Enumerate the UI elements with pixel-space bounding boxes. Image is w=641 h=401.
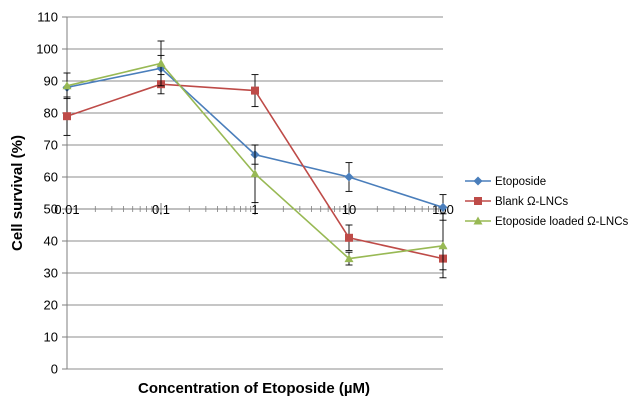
data-point xyxy=(156,58,166,67)
data-point xyxy=(344,172,354,182)
legend-label: Blank Ω-LNCs xyxy=(495,196,568,208)
y-tick-label: 50 xyxy=(44,202,58,217)
y-tick-label: 20 xyxy=(44,298,58,313)
data-point xyxy=(438,202,448,212)
y-axis-title: Cell survival (%) xyxy=(9,135,26,251)
legend-marker xyxy=(474,197,482,205)
x-tick-label: 10 xyxy=(342,202,356,217)
y-tick-label: 30 xyxy=(44,266,58,281)
y-tick-label: 0 xyxy=(51,362,58,377)
x-axis-title: Concentration of Etoposide (µM) xyxy=(138,380,370,397)
y-tick-label: 10 xyxy=(44,330,58,345)
data-point xyxy=(344,254,354,263)
x-tick-label: 0.01 xyxy=(54,202,79,217)
series-3 xyxy=(62,40,448,279)
data-point xyxy=(345,233,353,242)
legend-entry: Etoposide loaded Ω-LNCs xyxy=(465,216,629,228)
y-tick-label: 90 xyxy=(44,74,58,89)
y-tick-label: 110 xyxy=(37,10,58,25)
legend-marker xyxy=(473,176,483,186)
legend-marker xyxy=(473,216,483,225)
y-tick-label: 70 xyxy=(44,138,58,153)
y-tick-label: 80 xyxy=(44,106,58,121)
legend-entry: Blank Ω-LNCs xyxy=(465,196,568,208)
series-layer xyxy=(62,40,448,279)
data-point xyxy=(438,241,448,250)
y-tick-label: 40 xyxy=(44,234,58,249)
legend: Etoposide Blank Ω-LNCs Etoposide loaded Ω-… xyxy=(465,176,629,228)
data-point xyxy=(63,112,71,121)
y-tick-label: 60 xyxy=(44,170,58,185)
x-tick-label: 1 xyxy=(251,202,258,217)
legend-label: Etoposide loaded Ω-LNCs xyxy=(495,216,629,228)
data-point xyxy=(250,169,260,178)
y-tick-label: 100 xyxy=(36,42,58,57)
legend-entry: Etoposide xyxy=(465,176,546,188)
x-tick-label: 0.1 xyxy=(152,202,170,217)
legend-label: Etoposide xyxy=(495,176,546,188)
data-point xyxy=(251,86,259,95)
data-point xyxy=(62,81,72,90)
